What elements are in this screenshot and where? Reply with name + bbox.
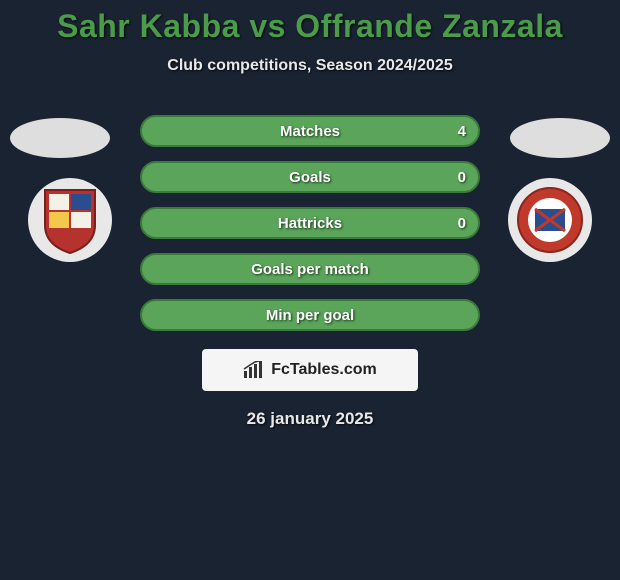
- page-title: Sahr Kabba vs Offrande Zanzala: [0, 8, 620, 45]
- stat-row: Matches 4: [140, 115, 480, 147]
- stat-label: Goals: [289, 169, 331, 186]
- brand-text: FcTables.com: [271, 361, 377, 379]
- stat-row: Min per goal: [140, 299, 480, 331]
- stat-row: Goals 0: [140, 161, 480, 193]
- shield-icon: [40, 185, 100, 255]
- player-avatar-right: [510, 118, 610, 158]
- subtitle: Club competitions, Season 2024/2025: [0, 57, 620, 75]
- stat-row: Hattricks 0: [140, 207, 480, 239]
- stat-label: Hattricks: [278, 215, 342, 232]
- stat-value-right: 0: [458, 215, 466, 232]
- stat-value-right: 0: [458, 169, 466, 186]
- badge-icon: [515, 185, 585, 255]
- stat-value-right: 4: [458, 123, 466, 140]
- stat-row: Goals per match: [140, 253, 480, 285]
- date-text: 26 january 2025: [0, 409, 620, 429]
- player-avatar-left: [10, 118, 110, 158]
- branding-badge: FcTables.com: [202, 349, 418, 391]
- club-crest-left: [28, 178, 112, 262]
- comparison-card: Sahr Kabba vs Offrande Zanzala Club comp…: [0, 0, 620, 429]
- stat-label: Min per goal: [266, 307, 354, 324]
- stat-label: Goals per match: [251, 261, 369, 278]
- stat-label: Matches: [280, 123, 340, 140]
- club-crest-right: [508, 178, 592, 262]
- chart-icon: [243, 361, 265, 379]
